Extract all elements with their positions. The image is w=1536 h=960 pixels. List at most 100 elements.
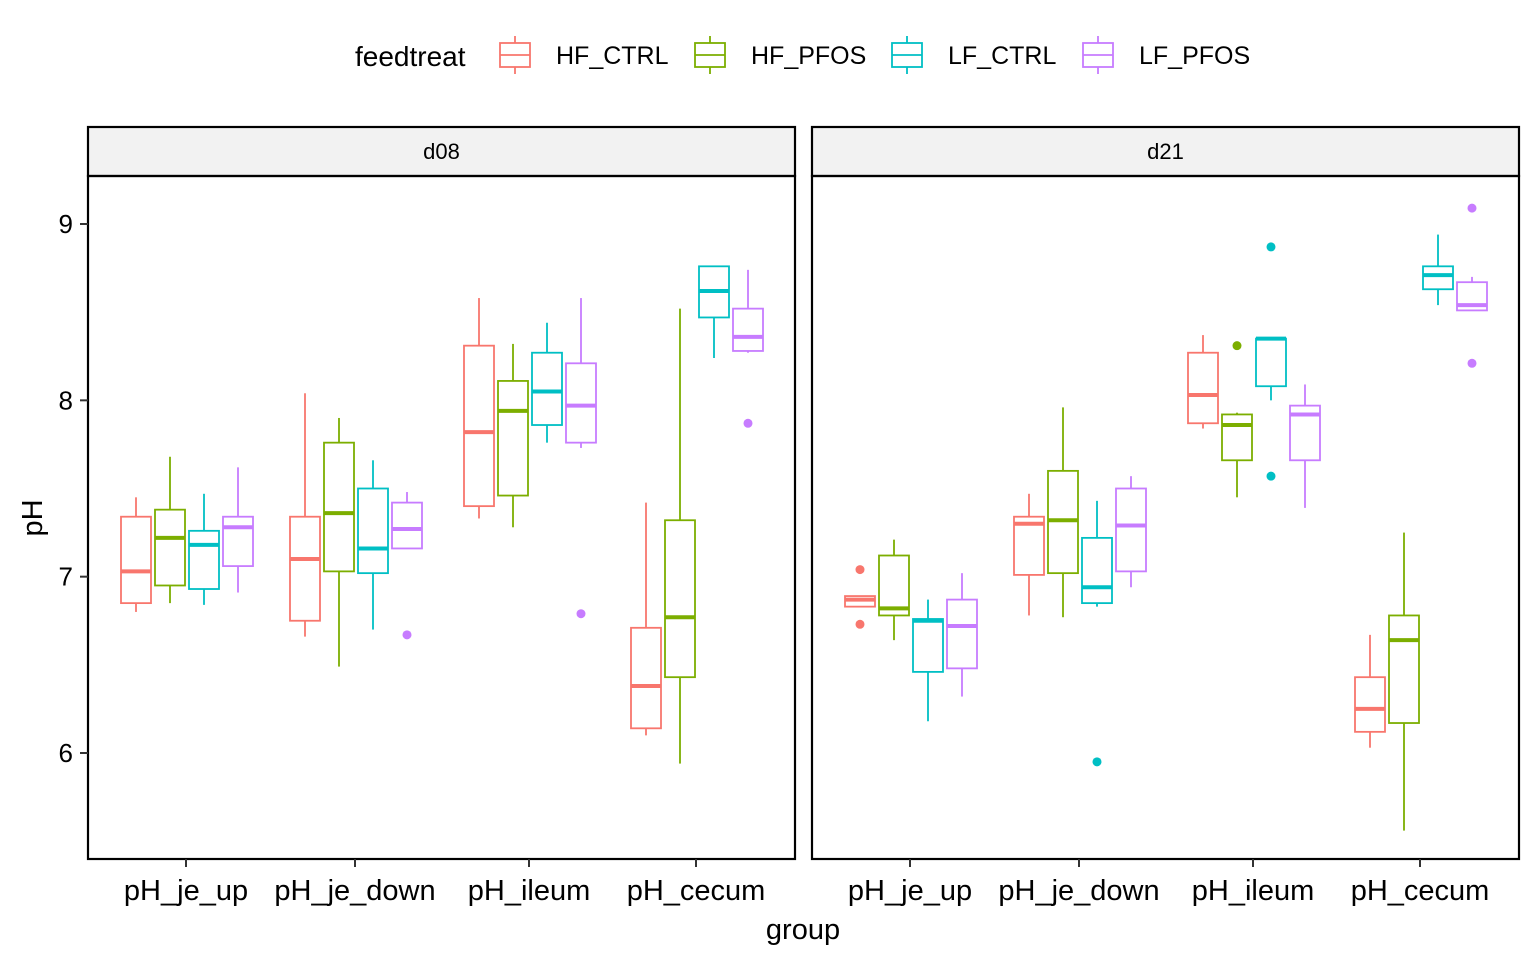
panel-border-d08 bbox=[86, 174, 797, 861]
outlier-point bbox=[743, 418, 753, 428]
x-tick-label: pH_je_up bbox=[848, 875, 972, 907]
box-HF_CTRL bbox=[463, 298, 495, 519]
x-tick-label: pH_cecum bbox=[1351, 875, 1490, 907]
box-LF_CTRL bbox=[1422, 234, 1454, 306]
box-LF_PFOS bbox=[1115, 476, 1147, 588]
box-LF_CTRL bbox=[531, 322, 563, 443]
box-iqr bbox=[565, 362, 597, 444]
x-tick-label: pH_cecum bbox=[627, 875, 766, 907]
box-HF_CTRL bbox=[120, 497, 152, 612]
outlier-point bbox=[855, 619, 865, 629]
legend-item-LF_PFOS: LF_PFOS bbox=[1082, 36, 1250, 74]
box-iqr bbox=[630, 626, 662, 730]
box-HF_CTRL bbox=[289, 393, 321, 637]
box-HF_PFOS bbox=[1221, 341, 1253, 498]
y-tick-label: 7 bbox=[59, 562, 73, 592]
box-iqr bbox=[1354, 676, 1386, 733]
panel-d21: d21 pH_je_up pH_je_down pH_ileum pH_cecum bbox=[810, 125, 1521, 907]
box-LF_CTRL bbox=[698, 265, 730, 359]
outlier-point bbox=[1266, 242, 1276, 252]
box-iqr bbox=[946, 598, 978, 670]
box-iqr bbox=[289, 515, 321, 622]
y-tick-label: 6 bbox=[59, 738, 73, 768]
legend-item-HF_PFOS: HF_PFOS bbox=[694, 36, 866, 74]
box-iqr bbox=[463, 344, 495, 508]
box-HF_PFOS bbox=[154, 456, 186, 604]
box-LF_PFOS bbox=[565, 298, 597, 619]
box-HF_PFOS bbox=[664, 308, 696, 764]
box-iqr bbox=[154, 508, 186, 587]
legend-label: LF_CTRL bbox=[948, 42, 1056, 70]
legend: feedtreat HF_CTRL HF_PFOS LF_CTRL LF_PFOS bbox=[355, 36, 1250, 74]
outlier-point bbox=[1266, 471, 1276, 481]
outlier-point bbox=[1232, 341, 1242, 351]
x-tick-label: pH_ileum bbox=[1192, 875, 1315, 907]
legend-label: HF_CTRL bbox=[556, 42, 669, 70]
box-LF_CTRL bbox=[1255, 242, 1287, 481]
box-LF_CTRL bbox=[357, 460, 389, 630]
box-LF_CTRL bbox=[912, 599, 944, 722]
box-HF_CTRL bbox=[1354, 634, 1386, 748]
panel-d08: d08 pH_je_up pH_je_down pH_ileum pH_cecum bbox=[86, 125, 797, 907]
box-iqr bbox=[222, 515, 254, 567]
box-iqr bbox=[188, 529, 220, 590]
box-LF_CTRL bbox=[1081, 500, 1113, 767]
box-HF_CTRL bbox=[630, 502, 662, 736]
legend-label: LF_PFOS bbox=[1139, 42, 1250, 70]
x-tick-label: pH_je_down bbox=[274, 875, 435, 907]
x-tick-label: pH_je_down bbox=[998, 875, 1159, 907]
y-tick-label: 9 bbox=[59, 209, 73, 239]
box-HF_PFOS bbox=[497, 343, 529, 528]
x-tick-label: pH_ileum bbox=[468, 875, 591, 907]
box-HF_PFOS bbox=[1388, 532, 1420, 831]
outlier-point bbox=[1467, 203, 1477, 213]
box-LF_PFOS bbox=[1289, 384, 1321, 508]
box-HF_PFOS bbox=[323, 417, 355, 667]
box-LF_PFOS bbox=[1456, 203, 1488, 368]
box-iqr bbox=[120, 515, 152, 605]
box-iqr bbox=[1187, 351, 1219, 425]
x-axis-title: group bbox=[766, 914, 840, 946]
box-iqr bbox=[323, 441, 355, 573]
box-iqr bbox=[912, 618, 944, 673]
box-LF_PFOS bbox=[391, 492, 423, 640]
box-iqr bbox=[391, 501, 423, 550]
box-LF_PFOS bbox=[732, 269, 764, 428]
box-HF_CTRL bbox=[1187, 335, 1219, 429]
box-iqr bbox=[664, 519, 696, 679]
y-axis-title: pH bbox=[17, 499, 49, 536]
outlier-point bbox=[402, 630, 412, 640]
strip-label-d21: d21 bbox=[1147, 139, 1184, 164]
box-iqr bbox=[1115, 487, 1147, 573]
legend-item-HF_CTRL: HF_CTRL bbox=[499, 36, 669, 74]
outlier-point bbox=[1092, 757, 1102, 767]
box-iqr bbox=[1422, 265, 1454, 291]
box-iqr bbox=[878, 554, 910, 617]
legend-title: feedtreat bbox=[355, 41, 466, 72]
box-iqr bbox=[497, 380, 529, 497]
outlier-point bbox=[1467, 358, 1477, 368]
legend-item-LF_CTRL: LF_CTRL bbox=[891, 36, 1056, 74]
panel-border-d21 bbox=[810, 174, 1521, 861]
outlier-point bbox=[855, 565, 865, 575]
box-HF_CTRL bbox=[844, 565, 876, 629]
y-axis: 6 7 8 9 bbox=[59, 209, 88, 768]
legend-label: HF_PFOS bbox=[751, 42, 866, 70]
box-HF_PFOS bbox=[1047, 407, 1079, 618]
x-tick-label: pH_je_up bbox=[124, 875, 248, 907]
box-iqr bbox=[1255, 337, 1287, 388]
box-iqr bbox=[531, 351, 563, 426]
box-LF_PFOS bbox=[946, 573, 978, 697]
strip-d21 bbox=[810, 125, 1521, 178]
box-LF_CTRL bbox=[188, 493, 220, 605]
box-LF_PFOS bbox=[222, 467, 254, 593]
strip-d08 bbox=[86, 125, 797, 178]
box-HF_CTRL bbox=[1013, 493, 1045, 616]
box-iqr bbox=[1013, 515, 1045, 576]
box-iqr bbox=[1221, 413, 1253, 462]
outlier-point bbox=[576, 609, 586, 619]
box-iqr bbox=[732, 307, 764, 352]
y-tick-label: 8 bbox=[59, 385, 73, 415]
box-iqr bbox=[1081, 536, 1113, 605]
